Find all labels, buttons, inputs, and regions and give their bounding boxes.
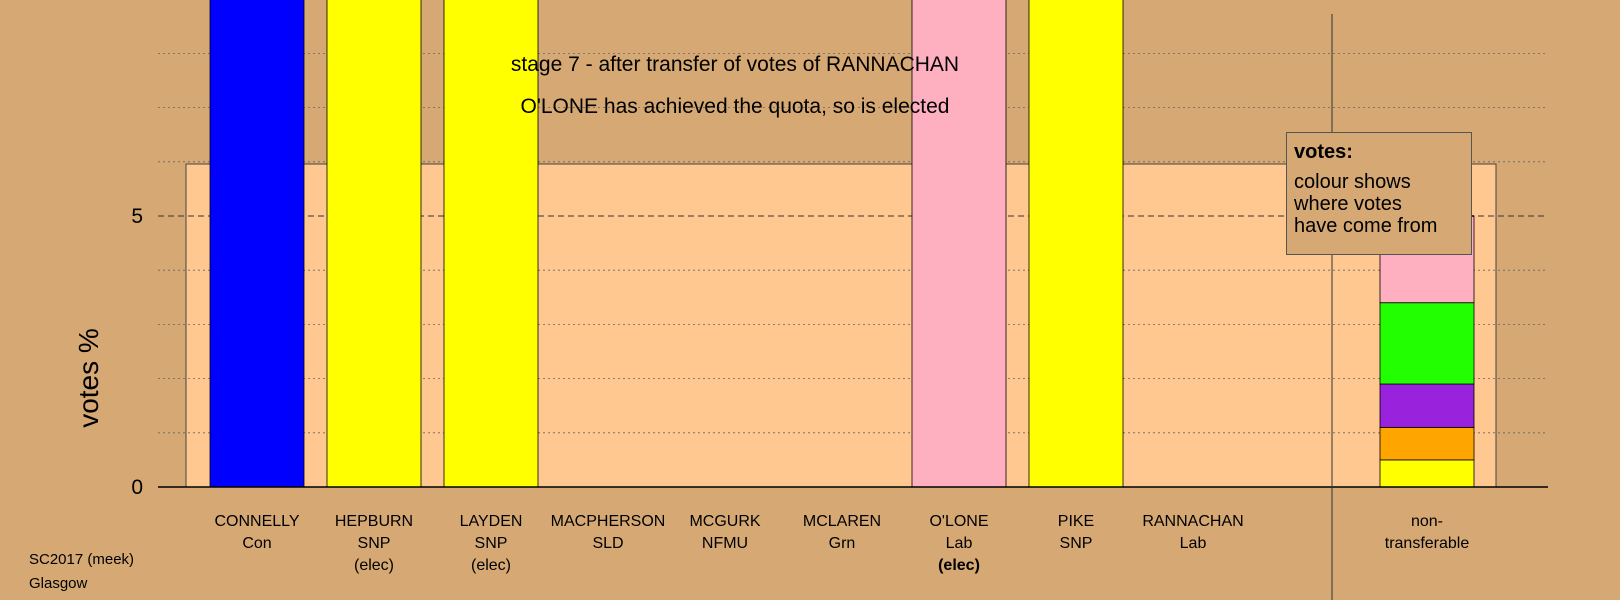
bar-segment	[911, 0, 1007, 488]
bar-segment	[443, 0, 539, 488]
candidate-labels: CONNELLY Con HEPBURN SNP (elec) LAYDEN SNP (ele…	[214, 513, 1469, 574]
axes: 0510152025votes %quota	[73, 14, 1548, 600]
bars	[209, 0, 1475, 488]
candidate-label: Lab	[946, 535, 973, 552]
candidate-label: SNP	[475, 535, 508, 552]
non-transferable-label: non-	[1411, 513, 1443, 530]
candidate-label: Con	[242, 535, 271, 552]
candidate-label: NFMU	[702, 535, 748, 552]
legend-box: votes: colour shows where votes have com…	[1286, 132, 1472, 255]
legend-line: where votes	[1294, 193, 1402, 215]
candidate-label: O'LONE	[929, 513, 988, 530]
candidate-label: SNP	[358, 535, 391, 552]
chart-title: stage 7 - after transfer of votes of RAN…	[510, 53, 960, 76]
candidate-label: SLD	[592, 535, 623, 552]
y-tick-label: 5	[131, 205, 143, 228]
chart-subtitle: O'LONE has achieved the quota, so is ele…	[520, 95, 950, 118]
candidate-label: MCLAREN	[803, 513, 881, 530]
candidate-label: (elec)	[471, 557, 511, 574]
candidate-label: LAYDEN	[460, 513, 523, 530]
legend-line: have come from	[1294, 215, 1438, 237]
legend-title: votes:	[1294, 141, 1353, 163]
legend-line: colour shows	[1294, 171, 1411, 193]
candidate-label: (elec)	[354, 557, 394, 574]
footer-method: SC2017 (meek)	[29, 551, 135, 568]
y-axis-label: votes %	[73, 328, 104, 428]
candidate-label: Lab	[1180, 535, 1207, 552]
bar-segment	[1028, 0, 1124, 488]
candidate-label: SNP	[1060, 535, 1093, 552]
candidate-label: (elec)	[938, 557, 980, 574]
footer-place: Glasgow	[29, 575, 88, 592]
candidate-label: HEPBURN	[335, 513, 413, 530]
non-transferable-bar-segment	[1379, 459, 1475, 488]
candidate-label: MCGURK	[689, 513, 760, 530]
candidate-label: RANNACHAN	[1142, 513, 1243, 530]
y-tick-label: 0	[131, 476, 143, 499]
candidate-label: MACPHERSON	[551, 513, 666, 530]
non-transferable-bar-segment	[1379, 302, 1475, 385]
non-transferable-bar-segment	[1379, 426, 1475, 461]
non-transferable-label: transferable	[1385, 535, 1470, 552]
non-transferable-bar-segment	[1379, 383, 1475, 428]
candidate-label: CONNELLY	[214, 513, 299, 530]
candidate-label: PIKE	[1058, 513, 1094, 530]
candidate-label: Grn	[829, 535, 856, 552]
